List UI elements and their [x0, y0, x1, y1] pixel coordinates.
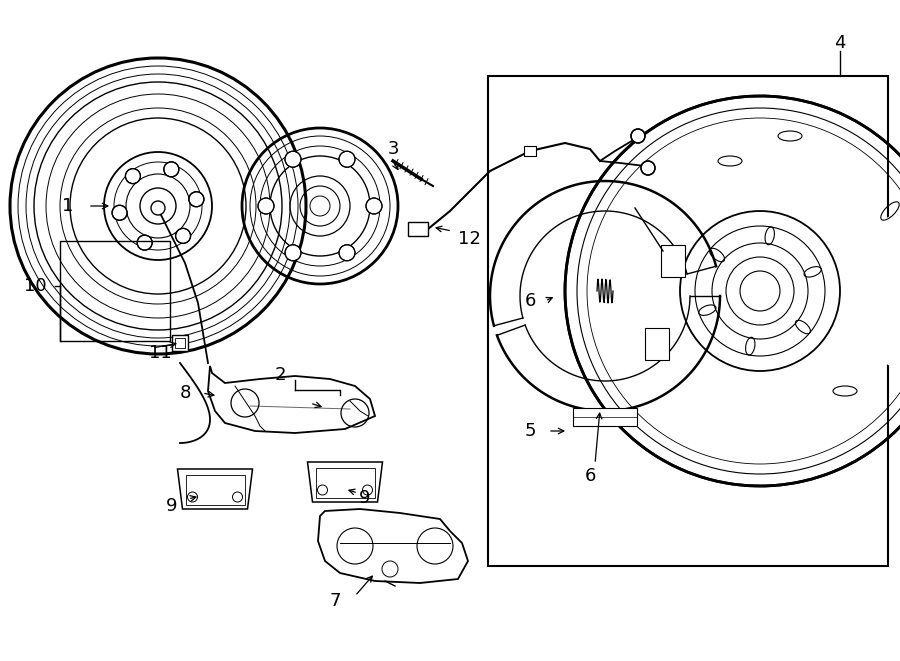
Text: 6: 6	[584, 467, 596, 485]
Polygon shape	[318, 509, 468, 583]
Bar	[316, 468, 374, 498]
Bar	[408, 222, 428, 236]
Circle shape	[339, 245, 355, 261]
Text: 6: 6	[525, 292, 535, 310]
Bar	[175, 338, 185, 348]
Circle shape	[164, 162, 179, 177]
Wedge shape	[760, 191, 900, 391]
Circle shape	[631, 129, 645, 143]
Bar	[60, 241, 170, 341]
Circle shape	[189, 192, 204, 207]
Bar	[573, 408, 637, 426]
Text: 2: 2	[274, 366, 286, 384]
Circle shape	[176, 229, 191, 243]
Text: 9: 9	[358, 489, 370, 507]
Bar	[645, 328, 669, 360]
Circle shape	[125, 169, 140, 184]
Circle shape	[112, 206, 127, 220]
Text: 11: 11	[148, 344, 171, 362]
Circle shape	[285, 245, 301, 261]
Text: 10: 10	[23, 277, 46, 295]
Circle shape	[285, 151, 301, 167]
Circle shape	[137, 235, 152, 250]
Text: 7: 7	[329, 592, 341, 610]
Circle shape	[258, 198, 274, 214]
Polygon shape	[177, 469, 253, 509]
Text: 9: 9	[166, 497, 178, 515]
Polygon shape	[308, 462, 382, 502]
Bar	[488, 76, 888, 566]
Bar	[661, 245, 685, 277]
Bar	[524, 146, 536, 156]
Text: 3: 3	[387, 140, 399, 158]
Text: 12: 12	[458, 230, 481, 248]
Text: 4: 4	[834, 34, 846, 52]
Bar	[172, 335, 188, 351]
Circle shape	[641, 161, 655, 175]
Bar	[185, 475, 245, 505]
Circle shape	[366, 198, 382, 214]
Text: 1: 1	[62, 197, 74, 215]
Polygon shape	[208, 366, 375, 433]
Text: 5: 5	[524, 422, 536, 440]
Circle shape	[151, 201, 165, 215]
Circle shape	[339, 151, 355, 167]
Circle shape	[382, 561, 398, 577]
Text: 8: 8	[179, 384, 191, 402]
